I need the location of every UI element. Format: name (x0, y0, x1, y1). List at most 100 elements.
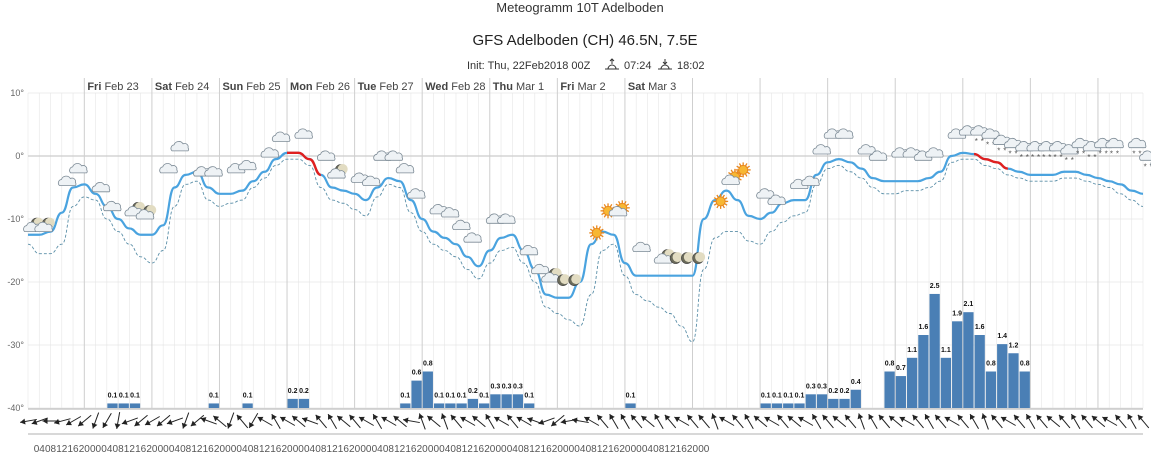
precip-bar (625, 403, 636, 408)
wind-arrow (427, 415, 441, 428)
wind-arrow (181, 412, 190, 429)
precip-bar (467, 398, 479, 408)
precip-bar (208, 403, 219, 408)
svg-text:*: * (1065, 156, 1068, 165)
x-tick-label: 20 (281, 444, 293, 455)
cloud-icon (440, 207, 460, 218)
precip-label: 0.1 (783, 392, 793, 399)
precip-label: 0.8 (1020, 361, 1030, 368)
cloud-snow-icon: ** (981, 128, 1000, 149)
weather-icons: ******************************** (23, 125, 1151, 286)
x-tick-label: 04 (236, 444, 248, 455)
precip-bar (760, 403, 771, 408)
precip-bar (884, 371, 895, 408)
precip-bar (828, 398, 839, 408)
day-labels: Fri Feb 23 Sat Feb 24 Sun Feb 25 Mon Feb 26… (87, 81, 676, 93)
wind-arrow (418, 413, 426, 430)
x-tick-label: 08 (383, 444, 395, 455)
wind-arrow (1081, 414, 1093, 429)
x-tick-label: 16 (270, 444, 282, 455)
wind-arrow (402, 417, 420, 424)
cloud-icon (238, 159, 257, 171)
precip-bar (850, 389, 861, 408)
cloud-moon-icon (327, 164, 348, 179)
svg-text:*: * (1020, 153, 1023, 162)
precip-label: 1.1 (941, 347, 951, 354)
y-tick-label: -40° (7, 403, 24, 413)
precip-label: 1.9 (952, 310, 962, 317)
precip-bar (929, 293, 940, 408)
dewpoint-line (27, 158, 1144, 343)
day-label: Sat Mar 3 (628, 81, 676, 93)
y-tick-label: 0° (15, 151, 24, 161)
wind-arrow (832, 415, 847, 428)
precip-label: 2.1 (964, 301, 974, 308)
svg-text:*: * (1071, 156, 1074, 165)
x-tick-label: 04 (169, 444, 181, 455)
precip-label: 0.1 (457, 392, 467, 399)
wind-arrow (664, 414, 677, 429)
x-tick-label: 08 (315, 444, 327, 455)
wind-arrow (31, 417, 48, 425)
wind-arrow (91, 412, 100, 429)
x-tick-label: 20 (79, 444, 91, 455)
precip-label: 0.2 (828, 388, 838, 395)
day-label: Sun Feb 25 (222, 81, 280, 93)
cloud-icon (835, 128, 854, 139)
svg-text:*: * (997, 147, 1000, 156)
svg-text:*: * (1026, 153, 1029, 162)
day-label: Tue Feb 27 (358, 81, 414, 93)
wind-arrow (236, 414, 249, 429)
sun-icon (735, 162, 751, 178)
x-tick-label: 12 (56, 444, 68, 455)
x-tick-label: 08 (113, 444, 125, 455)
wind-arrow (868, 413, 878, 430)
wind-arrow (969, 413, 979, 430)
wind-arrow (144, 416, 160, 426)
cloud-icon (767, 194, 786, 205)
wind-arrow (844, 414, 857, 429)
svg-text:*: * (1076, 150, 1079, 159)
wind-arrow (381, 416, 397, 426)
cloud-icon (170, 141, 189, 152)
wind-arrow (257, 416, 273, 426)
svg-text:*: * (981, 137, 984, 146)
svg-text:*: * (1054, 153, 1057, 162)
day-label: Thu Mar 1 (493, 81, 544, 93)
wind-arrow (924, 413, 934, 430)
cloud-snow-icon: ** (1139, 150, 1151, 171)
x-tick-label: 08 (518, 444, 530, 455)
precip-bar (501, 394, 512, 408)
precip-label: 0.3 (513, 383, 523, 390)
x-tick-label: 00 (631, 444, 643, 455)
wind-arrow (732, 414, 744, 429)
precip-label: 0.1 (772, 392, 782, 399)
svg-text:*: * (1014, 150, 1017, 159)
precip-bar (794, 403, 805, 408)
wind-arrow (1091, 415, 1106, 428)
x-tick-label: 00 (90, 444, 102, 455)
precip-label: 0.1 (243, 392, 253, 399)
precip-label: 0.1 (479, 392, 489, 399)
x-tick-label: 16 (405, 444, 417, 455)
x-tick-label: 16 (473, 444, 485, 455)
wind-arrow (493, 416, 510, 426)
temperature-lines (27, 151, 1144, 343)
cloud-snow-icon: ** (1105, 137, 1124, 159)
x-tick-label: 08 (586, 444, 598, 455)
precip-label: 0.2 (299, 388, 309, 395)
x-tick-label: 12 (259, 444, 271, 455)
x-tick-label: 20 (552, 444, 564, 455)
svg-text:*: * (1105, 150, 1108, 159)
precipitation-labels: 0.1 0.1 0.1 0.1 0.10.2 0.20.10.60.80.1 0.1 0.10… (108, 283, 1030, 400)
x-tick-label: 12 (462, 444, 474, 455)
svg-text:*: * (1003, 147, 1006, 156)
precip-label: 0.8 (986, 361, 996, 368)
moon-icon (557, 274, 570, 286)
x-tick-label: 12 (191, 444, 203, 455)
precip-label: 0.2 (840, 388, 850, 395)
svg-text:*: * (1048, 153, 1051, 162)
svg-text:*: * (1008, 150, 1011, 159)
precip-bar (783, 403, 794, 408)
